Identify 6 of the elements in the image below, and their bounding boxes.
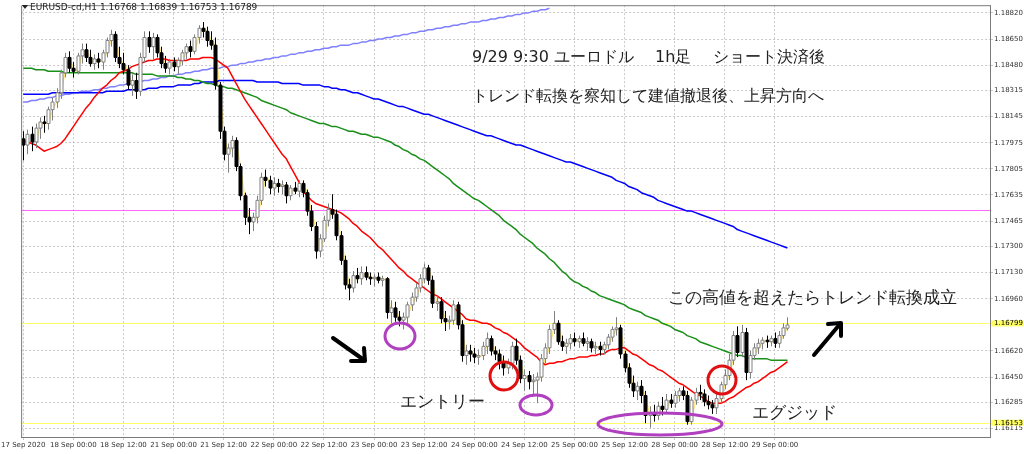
annotation: この高値を超えたらトレンド転換成立 [668,286,957,310]
chart-title: EURUSD-cd,H1 1.16768 1.16839 1.16753 1.16789 [30,2,258,12]
annotation: 9/29 9:30 ユーロドル 1h足 ショート決済後 [472,47,825,68]
annotation: エグジッド [752,401,837,424]
annotation: エントリー [400,390,485,413]
annotation: トレンド転換を察知して建値撤退後、上昇方向へ [472,86,824,107]
